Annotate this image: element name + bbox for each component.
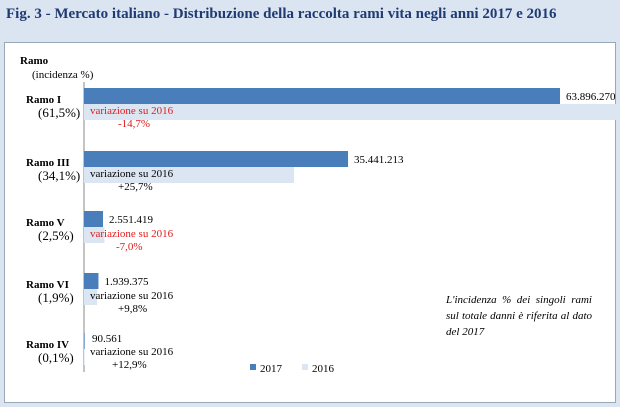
value-label-2017: 63.896.270: [566, 91, 616, 103]
legend-label-2016: 2016: [312, 363, 335, 375]
legend-swatch-2017: [250, 364, 256, 370]
axis-title: Ramo: [20, 55, 49, 67]
chart-note: L'incidenza % dei singoli rami sul total…: [446, 294, 592, 338]
value-label-2017: 90.561: [92, 333, 122, 345]
bar-2016: [84, 289, 98, 305]
change-value: +9,8%: [118, 303, 147, 315]
change-label: variazione su 2016: [90, 346, 174, 358]
category-label: Ramo V: [26, 217, 65, 229]
change-label: variazione su 2016: [90, 105, 174, 117]
bar-2017: [84, 151, 349, 167]
bar-2017: [84, 333, 85, 349]
bar-2017: [84, 88, 561, 104]
figure-title: Fig. 3 - Mercato italiano - Distribuzion…: [6, 6, 557, 22]
bar-2016: [84, 227, 105, 243]
bar-2016: [84, 349, 85, 365]
legend-label-2017: 2017: [260, 363, 283, 375]
category-share: (0,1%): [38, 350, 74, 365]
value-label-2017: 1.939.375: [104, 276, 148, 288]
category-share: (2,5%): [38, 228, 74, 243]
bar-2017: [84, 273, 99, 289]
change-value: +25,7%: [118, 181, 153, 193]
change-label: variazione su 2016: [90, 290, 174, 302]
value-label-2017: 35.441.213: [354, 154, 404, 166]
change-value: -14,7%: [118, 118, 150, 130]
bar-2016: [84, 167, 295, 183]
category-label: Ramo I: [26, 94, 61, 106]
change-label: variazione su 2016: [90, 168, 174, 180]
axis-subtitle: (incidenza %): [32, 69, 94, 81]
legend-swatch-2016: [302, 364, 308, 370]
bar-2016: [84, 104, 620, 120]
change-label: variazione su 2016: [90, 228, 174, 240]
category-share: (1,9%): [38, 290, 74, 305]
change-value: +12,9%: [112, 359, 147, 371]
value-label-2017: 2.551.419: [109, 214, 154, 226]
change-value: -7,0%: [116, 241, 143, 253]
category-share: (61,5%): [38, 105, 80, 120]
bar-2017: [84, 211, 104, 227]
category-label: Ramo III: [26, 157, 70, 169]
category-label: Ramo IV: [26, 339, 69, 351]
category-label: Ramo VI: [26, 279, 69, 291]
category-share: (34,1%): [38, 168, 80, 183]
